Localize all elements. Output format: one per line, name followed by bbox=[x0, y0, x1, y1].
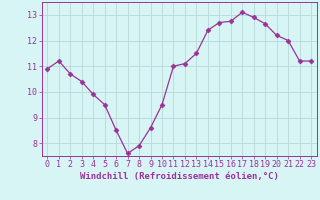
X-axis label: Windchill (Refroidissement éolien,°C): Windchill (Refroidissement éolien,°C) bbox=[80, 172, 279, 181]
